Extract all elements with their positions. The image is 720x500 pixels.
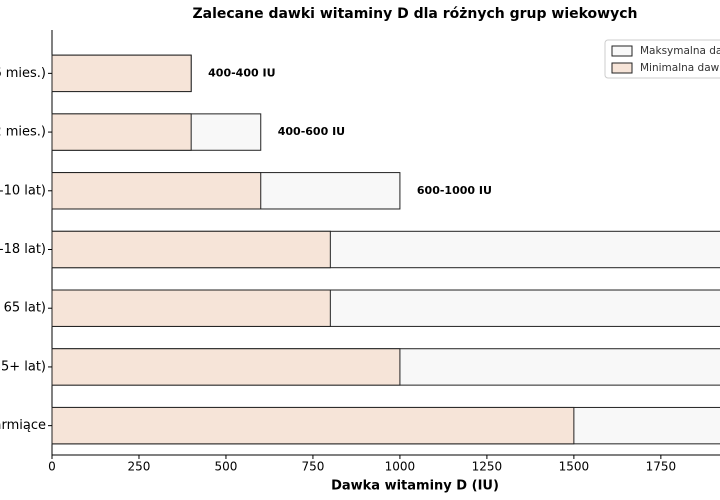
y-tick-label: o 65 lat) (0, 301, 46, 316)
legend-label: Maksymalna da (640, 45, 720, 57)
y-tick-label: 2 mies.) (0, 125, 46, 140)
x-tick-label: 0 (48, 460, 56, 474)
x-tick-label: 1500 (559, 460, 590, 474)
x-tick-label: 250 (128, 460, 151, 474)
legend-swatch (611, 45, 633, 57)
legend-label: Minimalna daw (640, 62, 720, 74)
x-tick-label: 1750 (646, 460, 677, 474)
value-label: 400-400 IU (208, 66, 275, 79)
y-tick-label: -10 lat) (0, 183, 46, 198)
bar (51, 54, 192, 93)
legend-swatch (611, 62, 633, 74)
bar (51, 113, 192, 151)
x-axis-label: Dawka witaminy D (IU) (331, 479, 499, 494)
x-tick-label: 750 (301, 460, 324, 474)
legend-box (604, 39, 720, 79)
y-tick-label: 6 mies.) (0, 66, 46, 81)
bar (51, 289, 331, 327)
bar (51, 172, 262, 210)
bar (51, 406, 575, 445)
legend: Maksymalna da Minimalna daw (604, 39, 720, 79)
bar (51, 230, 331, 269)
x-tick-label: 1000 (385, 460, 416, 474)
chart-title: Zalecane dawki witaminy D dla różnych gr… (192, 6, 637, 22)
value-label: 400-600 IU (278, 125, 345, 138)
x-tick-label: 500 (215, 460, 238, 474)
y-tick-label: armiące (0, 418, 46, 433)
value-label: 600-1000 IU (417, 184, 492, 197)
y-tick-label: -18 lat) (0, 242, 46, 257)
bar (51, 348, 401, 386)
x-tick-label: 1250 (472, 460, 503, 474)
y-tick-label: 65+ lat) (0, 359, 46, 374)
